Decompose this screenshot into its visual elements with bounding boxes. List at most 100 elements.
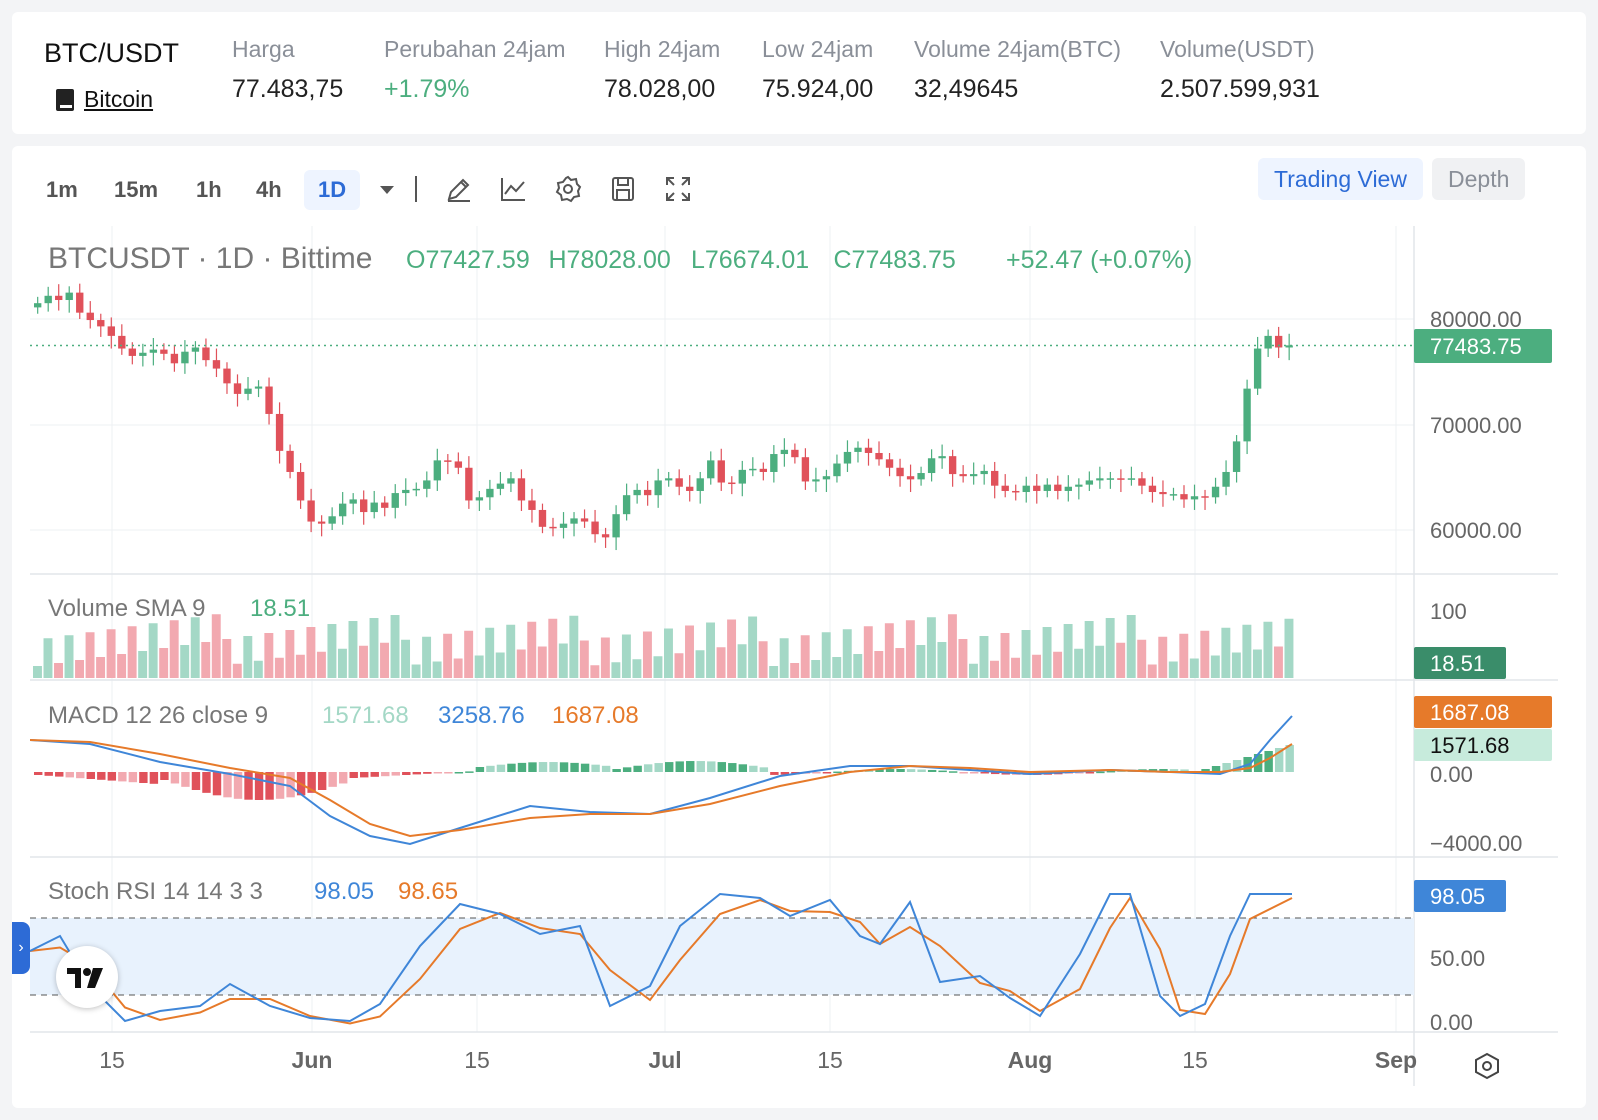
- macd-hist-bar: [1096, 771, 1105, 774]
- volume-bar: [1284, 618, 1294, 678]
- candle: [538, 509, 547, 527]
- indicator-icon[interactable]: [498, 174, 528, 204]
- candle: [1253, 348, 1262, 389]
- volume-bar: [1252, 649, 1262, 678]
- stat-label: Volume 24jam(BTC): [914, 36, 1122, 62]
- gear-icon[interactable]: [553, 174, 583, 204]
- macd-hist-bar: [717, 762, 726, 772]
- stoch-k-tag-label: 98.05: [1430, 884, 1485, 909]
- macd-hist-bar: [917, 769, 926, 772]
- candle: [412, 488, 420, 491]
- macd-signal-line: [30, 739, 1293, 838]
- macd-hist-bar: [475, 767, 485, 772]
- candle: [170, 353, 179, 364]
- volume-tag-label: 18.51: [1430, 651, 1485, 676]
- candle: [233, 383, 242, 394]
- volume-bar: [506, 624, 516, 678]
- volume-bar: [1147, 664, 1157, 678]
- candle: [559, 523, 568, 528]
- volume-bar: [853, 654, 863, 678]
- volume-bar: [285, 630, 295, 678]
- candle: [864, 447, 873, 453]
- volume-axis-label: 100: [1430, 599, 1467, 624]
- trading-view-tab[interactable]: Trading View: [1258, 158, 1423, 200]
- macd-hist-bar: [833, 771, 842, 774]
- candle: [1012, 490, 1020, 493]
- candle: [1054, 484, 1062, 491]
- macd-hist-bar: [160, 772, 169, 780]
- macd-hist-bar: [1075, 772, 1084, 774]
- volume-bar: [253, 660, 263, 678]
- stat-3: Low 24jam 75.924,00: [762, 36, 873, 104]
- volume-bar: [516, 649, 526, 678]
- candle: [370, 502, 378, 513]
- candle: [191, 347, 200, 352]
- candle: [244, 388, 252, 394]
- macd-hist-bar: [349, 772, 358, 778]
- volume-bar: [842, 629, 852, 678]
- macd-signal-value: 1687.08: [552, 702, 639, 729]
- macd-hist-bar: [591, 764, 600, 772]
- volume-bar: [979, 636, 989, 678]
- macd-hist-bar: [1169, 769, 1179, 772]
- stoch-k-line: [30, 892, 1292, 1023]
- macd-hist-bar: [55, 772, 64, 777]
- macd-hist-bar: [265, 772, 274, 800]
- macd-hist-bar: [1180, 769, 1189, 772]
- volume-bar: [716, 647, 726, 678]
- timeframe-1h[interactable]: 1h: [196, 177, 222, 202]
- price-chart[interactable]: BTCUSDT · 1D · Bittime O77427.59 H78028.00…: [30, 226, 1558, 1086]
- volume-bar: [359, 645, 368, 678]
- candle: [349, 499, 357, 504]
- macd-hist-bar: [412, 772, 422, 775]
- macd-hist-bar: [44, 772, 53, 776]
- volume-bar: [600, 637, 610, 678]
- stat-5: Volume(USDT) 2.507.599,931: [1160, 36, 1320, 104]
- macd-hist-bar: [507, 763, 516, 772]
- candle: [759, 468, 768, 472]
- chevron-right-icon[interactable]: ›: [12, 922, 30, 974]
- macd-hist-bar: [822, 772, 832, 774]
- pencil-icon[interactable]: [444, 174, 474, 204]
- stat-2: High 24jam 78.028,00: [604, 36, 720, 104]
- volume-bar: [1273, 646, 1283, 678]
- volume-bar: [1000, 633, 1010, 678]
- depth-tab[interactable]: Depth: [1432, 158, 1526, 200]
- macd-hist-bar: [139, 772, 148, 783]
- candle: [770, 454, 778, 472]
- fullscreen-icon[interactable]: [663, 174, 693, 204]
- candle: [160, 349, 168, 354]
- candle: [927, 458, 936, 474]
- volume-bar: [1210, 655, 1220, 678]
- candle: [86, 312, 94, 321]
- ticker-bar: BTC/USDT Bitcoin Harga 77.483,75 Perubahan…: [12, 12, 1586, 134]
- save-icon[interactable]: [608, 174, 638, 204]
- coin-link[interactable]: Bitcoin: [56, 86, 153, 113]
- volume-bar: [579, 640, 589, 678]
- tradingview-logo-icon[interactable]: [56, 946, 118, 1008]
- volume-bar: [96, 657, 106, 678]
- time-axis-label: 15: [817, 1047, 843, 1073]
- macd-hist-bar: [1211, 766, 1221, 772]
- volume-bar: [779, 638, 789, 678]
- candle: [1022, 485, 1030, 493]
- candle: [444, 460, 452, 462]
- candle: [391, 493, 399, 508]
- macd-hist-bar: [465, 771, 474, 773]
- last-price-tag: [1414, 329, 1552, 363]
- stoch-axis-label: 0.00: [1430, 1010, 1473, 1035]
- macd-hist-bar: [1274, 748, 1284, 772]
- chevron-down-icon[interactable]: [372, 174, 402, 204]
- volume-bar: [411, 664, 421, 678]
- volume-bar: [201, 642, 211, 678]
- candle: [402, 489, 410, 494]
- macd-hist-bar: [76, 772, 85, 779]
- timeframe-15m[interactable]: 15m: [114, 177, 159, 202]
- timeframe-4h[interactable]: 4h: [256, 177, 282, 202]
- macd-hist-bar: [118, 772, 127, 782]
- candle: [181, 351, 189, 364]
- volume-bar: [1179, 633, 1189, 678]
- timeframe-1m[interactable]: 1m: [46, 177, 78, 202]
- candle: [854, 447, 862, 452]
- timeframe-1d[interactable]: 1D: [304, 170, 361, 210]
